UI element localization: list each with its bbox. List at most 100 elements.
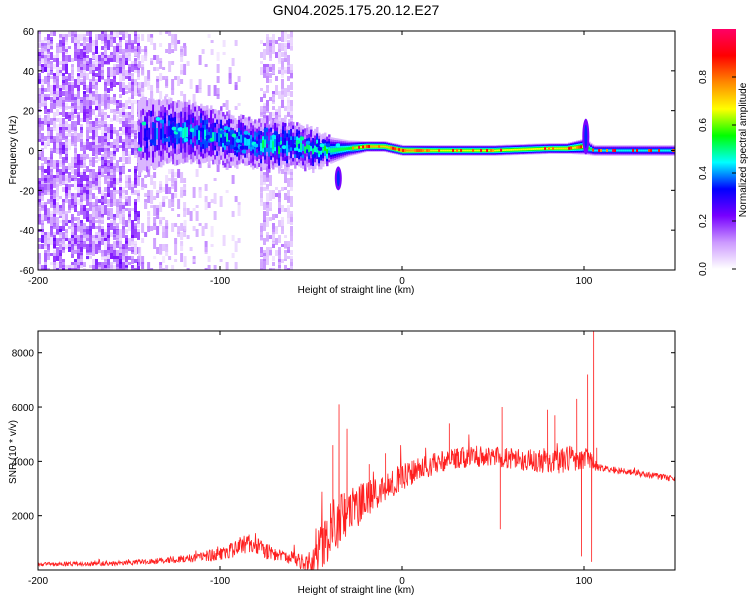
noise-cell	[281, 31, 284, 42]
noise-cell	[77, 106, 80, 110]
noise-cell	[284, 265, 287, 270]
noise-cell	[104, 112, 107, 115]
noise-cell	[266, 208, 269, 212]
ridge-cell	[588, 147, 591, 150]
ridge-cell	[346, 147, 349, 150]
noise-cell	[153, 226, 157, 230]
noise-cell	[65, 178, 68, 189]
noise-cell	[47, 64, 50, 75]
noise-cell	[65, 91, 68, 100]
noise-cell	[122, 235, 125, 238]
noise-cell	[83, 46, 86, 50]
noise-cell	[83, 244, 86, 249]
noise-cell	[71, 106, 74, 115]
noise-cell	[174, 172, 178, 177]
noise-cell	[83, 70, 86, 74]
noise-cell	[59, 148, 62, 155]
y-tick-label: -20	[20, 186, 35, 197]
noise-cell	[113, 226, 116, 234]
noise-cell	[80, 133, 83, 144]
noise-cell	[168, 169, 172, 174]
noise-cell	[62, 118, 65, 127]
noise-cell	[138, 247, 142, 256]
noise-cell	[59, 220, 62, 223]
noise-cell	[41, 64, 44, 67]
ridge-cell	[356, 146, 359, 149]
noise-cell	[150, 175, 154, 185]
ridge-cell	[272, 141, 275, 150]
ridge-cell	[560, 147, 563, 150]
ridge-cell	[372, 145, 375, 148]
ridge-cell	[660, 149, 663, 152]
noise-cell	[44, 205, 47, 215]
noise-cell	[41, 223, 44, 232]
noise-cell	[47, 157, 50, 162]
noise-cell	[41, 118, 44, 122]
noise-cell	[284, 55, 287, 60]
noise-cell	[89, 100, 92, 109]
noise-cell	[95, 67, 98, 71]
ridge-cell	[446, 149, 449, 152]
noise-cell	[290, 172, 293, 180]
spectrogram-cells	[38, 31, 675, 270]
noise-cell	[47, 268, 50, 270]
noise-cell	[50, 202, 53, 208]
noise-cell	[125, 220, 128, 227]
noise-cell	[266, 259, 269, 265]
noise-cell	[153, 172, 157, 178]
noise-cell	[141, 70, 145, 76]
noise-cell	[263, 106, 266, 114]
noise-cell	[119, 220, 122, 224]
noise-cell	[272, 100, 275, 104]
noise-cell	[74, 79, 77, 88]
noise-cell	[44, 67, 47, 72]
noise-cell	[65, 196, 68, 203]
noise-cell	[134, 178, 137, 185]
noise-cell	[110, 265, 113, 270]
ridge-peak	[568, 146, 572, 150]
noise-cell	[86, 118, 89, 126]
noise-cell	[119, 145, 122, 148]
ridge-blob	[171, 126, 177, 131]
noise-cell	[165, 265, 169, 270]
ridge-cell	[528, 148, 531, 151]
noise-cell	[56, 169, 59, 174]
noise-cell	[266, 235, 269, 241]
noise-cell	[119, 229, 122, 238]
ridge-cell	[156, 128, 159, 140]
ridge-cell	[436, 149, 439, 152]
noise-cell	[122, 196, 125, 199]
ridge-peak	[650, 149, 654, 152]
noise-cell	[59, 40, 62, 47]
noise-cell	[86, 217, 89, 222]
noise-cell	[183, 256, 187, 267]
ridge-cell	[396, 148, 399, 151]
ridge-cell	[546, 147, 549, 150]
noise-cell	[47, 238, 50, 249]
ridge-cell	[202, 129, 205, 140]
noise-cell	[141, 223, 145, 233]
noise-cell	[275, 229, 278, 234]
ridge-cell	[556, 147, 559, 150]
noise-cell	[281, 259, 284, 263]
noise-cell	[80, 70, 83, 78]
y-tick-label: 2000	[12, 512, 35, 523]
colorbar-tick-label: 0.8	[698, 70, 709, 84]
noise-cell	[86, 88, 89, 93]
ridge-cell	[210, 128, 213, 138]
ridge-cell	[604, 149, 607, 152]
noise-cell	[86, 37, 89, 42]
noise-cell	[168, 187, 172, 194]
noise-cell	[107, 127, 110, 133]
noise-cell	[165, 244, 169, 247]
noise-cell	[41, 124, 44, 131]
noise-cell	[92, 184, 95, 187]
noise-cell	[125, 52, 128, 59]
ridge-blob	[163, 137, 169, 142]
noise-cell	[50, 217, 53, 228]
noise-cell	[284, 193, 287, 200]
noise-cell	[77, 262, 80, 265]
ridge-cell	[298, 141, 301, 149]
noise-cell	[68, 94, 71, 102]
noise-cell	[272, 112, 275, 116]
